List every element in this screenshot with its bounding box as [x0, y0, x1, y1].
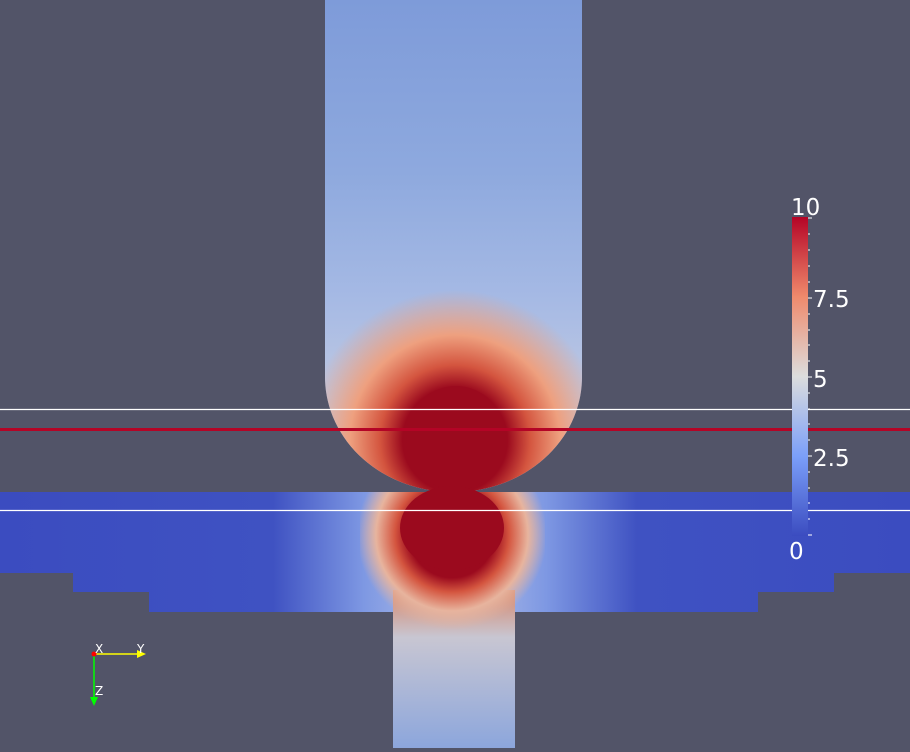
- z-axis-label: Z: [95, 684, 104, 698]
- z-arrowhead-icon: [90, 697, 98, 706]
- x-axis-dot: [91, 651, 97, 657]
- color-legend-bar: [792, 217, 808, 536]
- upper-hot-zone: [325, 0, 582, 493]
- legend-min-label: 0: [789, 539, 804, 565]
- x-axis-label: X: [95, 642, 104, 656]
- legend-2-5-label: 2.5: [813, 446, 850, 472]
- legend-max-label: 10: [791, 195, 821, 221]
- upper-saturated-core: [406, 386, 506, 490]
- legend-7-5-label: 7.5: [813, 287, 850, 313]
- y-axis-label: Y: [137, 642, 145, 656]
- color-legend-ticks: [808, 217, 812, 536]
- lower-saturated-core: [400, 486, 504, 570]
- legend-5-label: 5: [813, 367, 828, 393]
- y-arrowhead-icon: [137, 650, 146, 658]
- orientation-axes: [90, 650, 146, 706]
